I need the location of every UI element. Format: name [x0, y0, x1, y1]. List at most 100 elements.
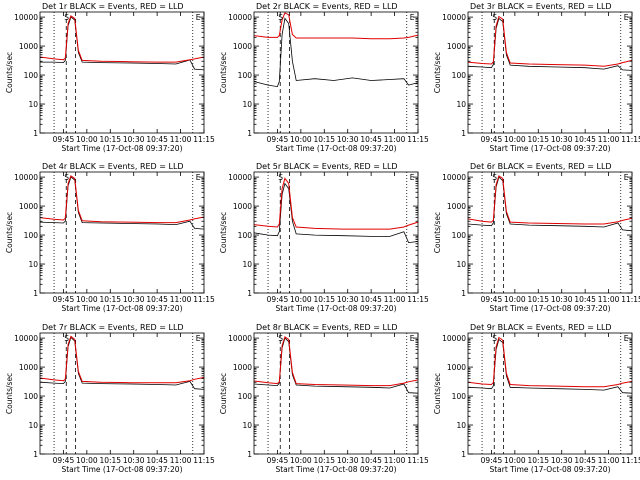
- y-tick-label: 10000: [14, 173, 38, 182]
- y-tick-label: 10000: [228, 334, 252, 343]
- x-tick-label: 11:00: [384, 135, 406, 144]
- x-tick-label: 11:00: [170, 135, 192, 144]
- y-tick-label: 100: [24, 231, 39, 240]
- start-marker-label: S: [492, 334, 497, 343]
- x-tick-label: 09:45: [267, 135, 289, 144]
- x-tick-label: 10:00: [290, 456, 312, 465]
- series-lld-line: [39, 15, 205, 63]
- end-marker-label: E: [410, 334, 415, 343]
- plot-frame: [467, 11, 633, 134]
- x-tick-label: 09:45: [267, 295, 289, 304]
- plot-frame: [253, 171, 419, 294]
- x-tick-label: 11:00: [598, 295, 620, 304]
- x-tick-label: 10:00: [76, 456, 98, 465]
- x-tick-label: 10:15: [313, 456, 335, 465]
- y-tick-label: 1: [461, 450, 466, 459]
- y-tick-label: 1: [247, 289, 252, 298]
- chart-title: Det 9r BLACK = Events, RED = LLD: [470, 323, 612, 332]
- x-tick-label: 11:15: [407, 295, 429, 304]
- x-tick-label: 10:45: [146, 295, 168, 304]
- y-tick-label: 1000: [447, 363, 466, 372]
- x-tick-label: 11:00: [384, 456, 406, 465]
- x-tick-label: 10:45: [146, 135, 168, 144]
- y-tick-label: 100: [238, 231, 253, 240]
- start-marker-label: S: [492, 13, 497, 22]
- x-tick-label: 10:30: [551, 295, 573, 304]
- y-tick-label: 10000: [442, 173, 466, 182]
- end-marker-label: E: [624, 173, 629, 182]
- x-tick-label: 10:45: [360, 135, 382, 144]
- series-lld-line: [253, 336, 419, 387]
- series-lld-line: [253, 177, 419, 230]
- chart-title: Det 8r BLACK = Events, RED = LLD: [256, 323, 398, 332]
- x-tick-label: 11:00: [170, 456, 192, 465]
- series-events-line: [467, 17, 633, 71]
- x-tick-label: 11:15: [407, 456, 429, 465]
- x-tick-label: 10:00: [76, 135, 98, 144]
- series-lld-line: [467, 175, 633, 225]
- chart-title: Det 2r BLACK = Events, RED = LLD: [256, 2, 398, 11]
- y-tick-label: 1: [247, 129, 252, 138]
- y-tick-label: 10000: [14, 13, 38, 22]
- y-axis-label: Counts/sec: [433, 212, 442, 253]
- x-tick-label: 09:45: [53, 135, 75, 144]
- y-tick-label: 10000: [442, 334, 466, 343]
- y-tick-label: 1000: [19, 363, 38, 372]
- plot-frame: [39, 332, 205, 455]
- x-axis-label: Start Time (17-Oct-08 09:37:20): [275, 304, 396, 313]
- y-axis-label: Counts/sec: [219, 212, 228, 253]
- chart-title: Det 6r BLACK = Events, RED = LLD: [470, 162, 612, 171]
- x-axis-label: Start Time (17-Oct-08 09:37:20): [489, 465, 610, 474]
- y-tick-label: 1000: [19, 202, 38, 211]
- y-axis-label: Counts/sec: [5, 52, 14, 93]
- y-tick-label: 100: [238, 392, 253, 401]
- series-lld-line: [253, 12, 419, 40]
- x-tick-label: 10:30: [337, 456, 359, 465]
- y-tick-label: 10: [28, 260, 38, 269]
- y-tick-label: 10000: [228, 173, 252, 182]
- chart-title: Det 4r BLACK = Events, RED = LLD: [42, 162, 184, 171]
- y-tick-label: 1000: [233, 363, 252, 372]
- x-tick-label: 10:45: [574, 135, 596, 144]
- x-tick-label: 11:00: [384, 295, 406, 304]
- series-lld-line: [39, 175, 205, 224]
- x-tick-label: 11:15: [621, 135, 640, 144]
- series-events-line: [40, 16, 205, 71]
- end-marker-label: E: [410, 13, 415, 22]
- plot-frame: [467, 171, 633, 294]
- x-tick-label: 10:15: [313, 295, 335, 304]
- y-tick-label: 10: [456, 260, 466, 269]
- x-tick-label: 10:15: [313, 135, 335, 144]
- x-tick-label: 09:45: [53, 456, 75, 465]
- chart-title: Det 7r BLACK = Events, RED = LLD: [42, 323, 184, 332]
- x-tick-label: 10:00: [504, 295, 526, 304]
- x-tick-label: 10:45: [360, 295, 382, 304]
- y-axis-label: Counts/sec: [219, 52, 228, 93]
- series-events-line: [253, 337, 419, 394]
- x-tick-label: 10:30: [337, 135, 359, 144]
- x-axis-label: Start Time (17-Oct-08 09:37:20): [61, 465, 182, 474]
- plot-frame: [39, 171, 205, 294]
- start-marker-label: S: [278, 334, 283, 343]
- x-tick-label: 09:45: [481, 295, 503, 304]
- y-axis-label: Counts/sec: [219, 373, 228, 414]
- x-tick-label: 10:15: [527, 135, 549, 144]
- x-tick-label: 10:45: [574, 456, 596, 465]
- y-tick-label: 1: [33, 129, 38, 138]
- y-tick-label: 1000: [447, 42, 466, 51]
- start-marker-label: S: [64, 173, 69, 182]
- x-axis-label: Start Time (17-Oct-08 09:37:20): [275, 465, 396, 474]
- x-tick-label: 09:45: [53, 295, 75, 304]
- x-tick-label: 10:30: [123, 295, 145, 304]
- x-tick-label: 11:00: [170, 295, 192, 304]
- y-axis-label: Counts/sec: [5, 212, 14, 253]
- y-axis-label: Counts/sec: [433, 373, 442, 414]
- y-tick-label: 1000: [447, 202, 466, 211]
- end-marker-label: E: [410, 173, 415, 182]
